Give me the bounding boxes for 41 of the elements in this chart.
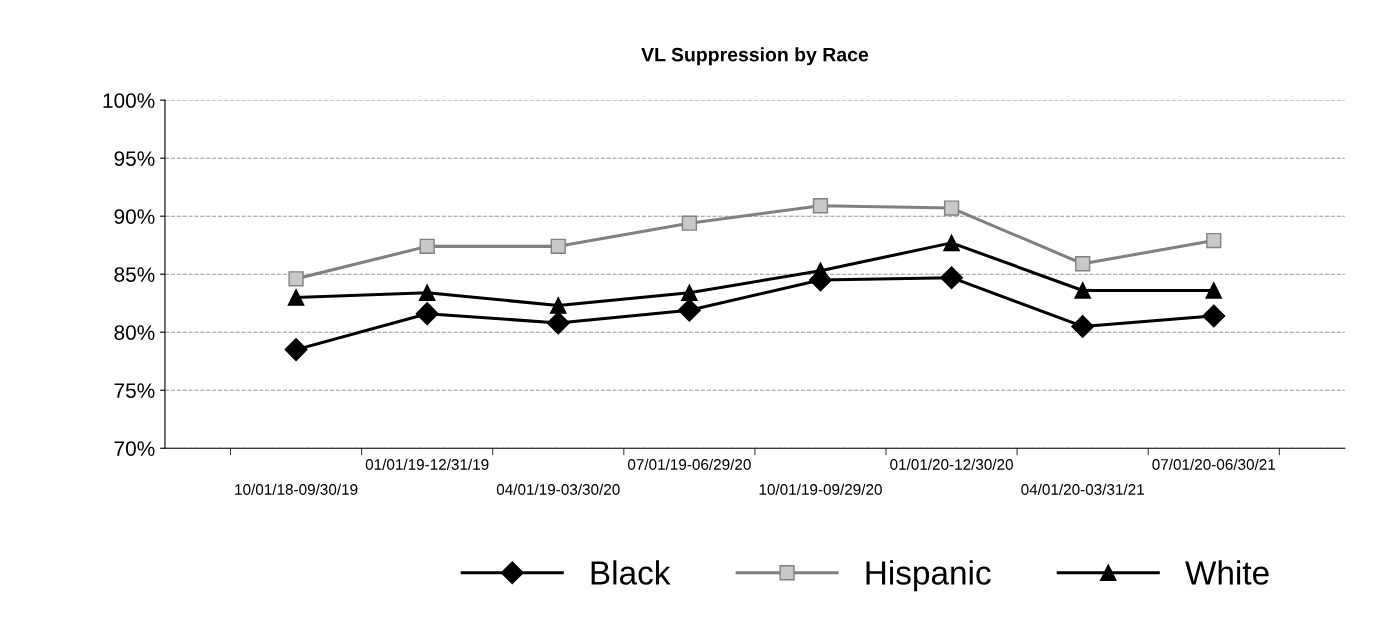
point — [418, 284, 436, 302]
x-tick-label: 10/01/19-09/29/20 — [759, 483, 882, 495]
point — [940, 266, 964, 290]
point — [550, 238, 566, 254]
point — [1074, 282, 1092, 299]
point — [549, 297, 567, 314]
point — [943, 234, 960, 252]
point — [546, 311, 570, 335]
point — [287, 289, 305, 306]
x-tick-label: 10/01/18-09/30/19 — [235, 483, 358, 495]
x-tick-label: 01/01/20-12/30/20 — [890, 458, 1013, 470]
point — [681, 284, 698, 302]
x-tick-label: 07/01/19-06/29/20 — [627, 458, 751, 470]
point — [681, 215, 698, 231]
point — [677, 298, 701, 322]
legend-label: White — [1185, 560, 1269, 585]
y-tick-label: 100% — [103, 93, 155, 108]
y-tick-label: 95% — [114, 151, 155, 166]
y-tick-label: 75% — [114, 383, 155, 398]
point — [1202, 304, 1226, 328]
point — [288, 271, 304, 287]
point — [812, 198, 829, 214]
point — [1206, 232, 1222, 249]
x-tick-label: 04/01/20-03/31/21 — [1021, 483, 1144, 495]
point — [1071, 314, 1095, 338]
x-tick-label: 07/01/20-06/30/21 — [1152, 458, 1276, 470]
chart-title: VL Suppression by Race — [641, 47, 869, 66]
y-tick-label: 80% — [114, 325, 155, 340]
y-tick-label: 85% — [114, 267, 155, 282]
y-tick-label: 70% — [114, 441, 155, 456]
point — [1205, 282, 1223, 299]
legend-label: Black — [591, 560, 671, 585]
legend-label: Hispanic — [866, 560, 991, 592]
x-tick-label: 04/01/19-03/30/20 — [496, 483, 620, 495]
x-tick-label: 01/01/19-12/31/19 — [365, 458, 489, 470]
point — [943, 200, 960, 216]
point — [419, 238, 435, 254]
point — [1075, 256, 1091, 272]
point — [284, 338, 308, 362]
point — [415, 302, 439, 326]
y-tick-label: 90% — [114, 209, 155, 224]
